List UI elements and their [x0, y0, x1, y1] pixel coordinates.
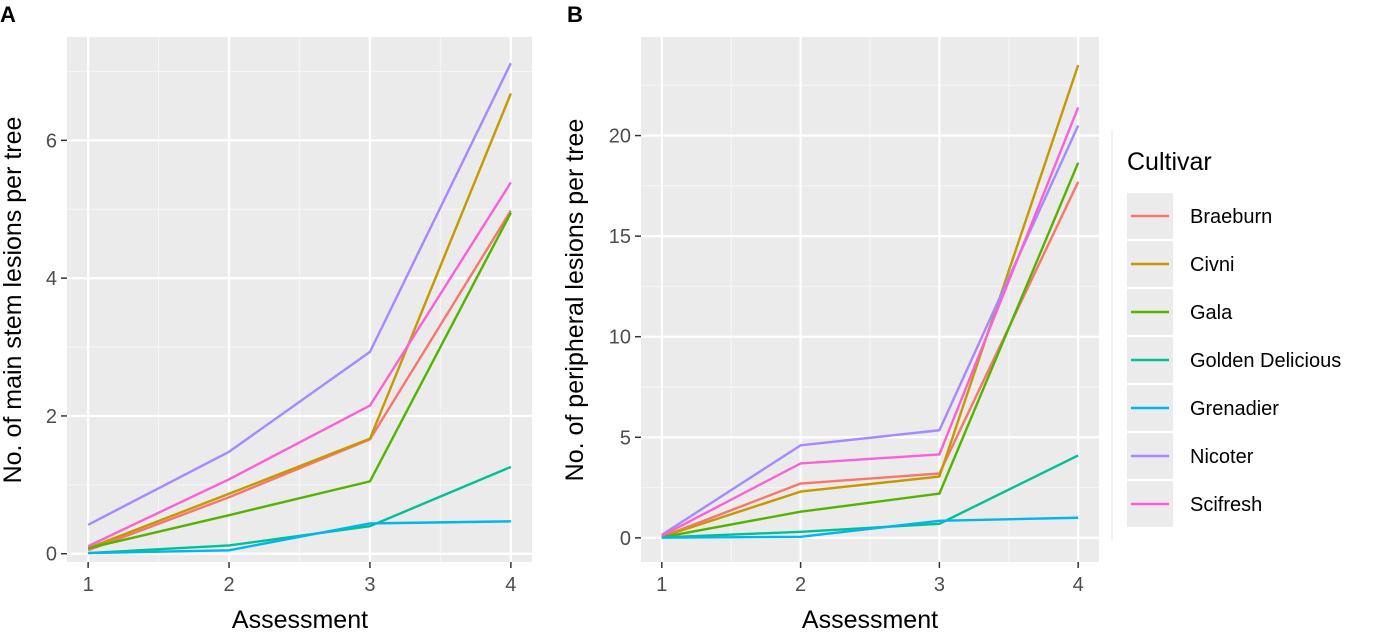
panel-a-series [87, 62, 512, 555]
panel-b-y-axis-title: No. of peripheral lesions per tree [561, 119, 589, 482]
panel-b-series-civni [661, 64, 1080, 538]
legend-label-scifresh: Scifresh [1190, 494, 1262, 516]
legend: Cultivar Braeburn Civni Gala Golden Delicio… [1111, 130, 1341, 540]
legend-title: Cultivar [1127, 148, 1212, 176]
legend-label-grenadier: Grenadier [1190, 398, 1279, 420]
panel-a-x-tick-label: 3 [364, 574, 375, 596]
legend-label-nicoter: Nicoter [1190, 446, 1254, 468]
panel-a-series-nicoter [87, 62, 512, 526]
panel-b-series-scifresh [661, 106, 1080, 537]
panel-a-tag: A [0, 2, 16, 27]
panel-a-axes: 1 2 3 4 0 2 4 6 [46, 130, 517, 596]
panel-b-y-tick-label: 20 [609, 126, 631, 148]
panel-b-x-tick-label: 4 [1073, 574, 1084, 596]
legend-label-braeburn: Braeburn [1190, 206, 1272, 228]
panel-a-series-grenadier [88, 520, 511, 555]
panel-a-grid [67, 37, 532, 562]
panel-a-y-tick-label: 0 [46, 544, 57, 566]
panel-b-x-tick-label: 2 [795, 574, 806, 596]
panel-a-x-tick-label: 1 [83, 574, 94, 596]
legend-label-golden-delicious: Golden Delicious [1190, 350, 1341, 372]
legend-items: Braeburn Civni Gala Golden Delicious Grenadi… [1127, 193, 1341, 527]
panel-a-x-axis-title: Assessment [232, 606, 368, 633]
panel-a-series-braeburn [87, 209, 512, 552]
panel-b-y-tick-label: 10 [609, 327, 631, 349]
panel-b-series-grenadier [661, 516, 1079, 539]
panel-a-series-civni [87, 93, 512, 550]
legend-label-gala: Gala [1190, 302, 1233, 324]
panel-b-y-tick-label: 0 [620, 528, 631, 550]
panel-a-x-tick-label: 2 [223, 574, 234, 596]
panel-a-y-tick-label: 2 [46, 406, 57, 428]
panel-b-y-tick-label: 5 [620, 427, 631, 449]
panel-b-x-tick-label: 3 [934, 574, 945, 596]
panel-b-series [661, 64, 1080, 539]
panel-b-tag: B [567, 2, 583, 27]
legend-label-civni: Civni [1190, 254, 1234, 276]
panel-a-series-gala [87, 212, 512, 550]
panel-a: A 1 2 3 4 0 2 4 6 Assessment No. of main stem l… [0, 2, 532, 633]
panel-b-axes: 1 2 3 4 0 5 10 15 20 [609, 126, 1084, 596]
panel-a-y-tick-label: 4 [46, 268, 57, 290]
panel-a-x-tick-label: 4 [505, 574, 516, 596]
panel-b-series-gala [661, 162, 1080, 539]
panel-b: B 1 2 3 4 0 5 10 15 20 Assessment No. of periphe… [561, 2, 1099, 633]
panel-b-x-tick-label: 1 [656, 574, 667, 596]
panel-b-y-tick-label: 15 [609, 226, 631, 248]
panel-a-y-tick-label: 6 [46, 130, 57, 152]
panel-b-x-axis-title: Assessment [802, 606, 938, 633]
panel-a-series-scifresh [87, 181, 512, 548]
panel-a-y-axis-title: No. of main stem lesions per tree [0, 117, 27, 484]
